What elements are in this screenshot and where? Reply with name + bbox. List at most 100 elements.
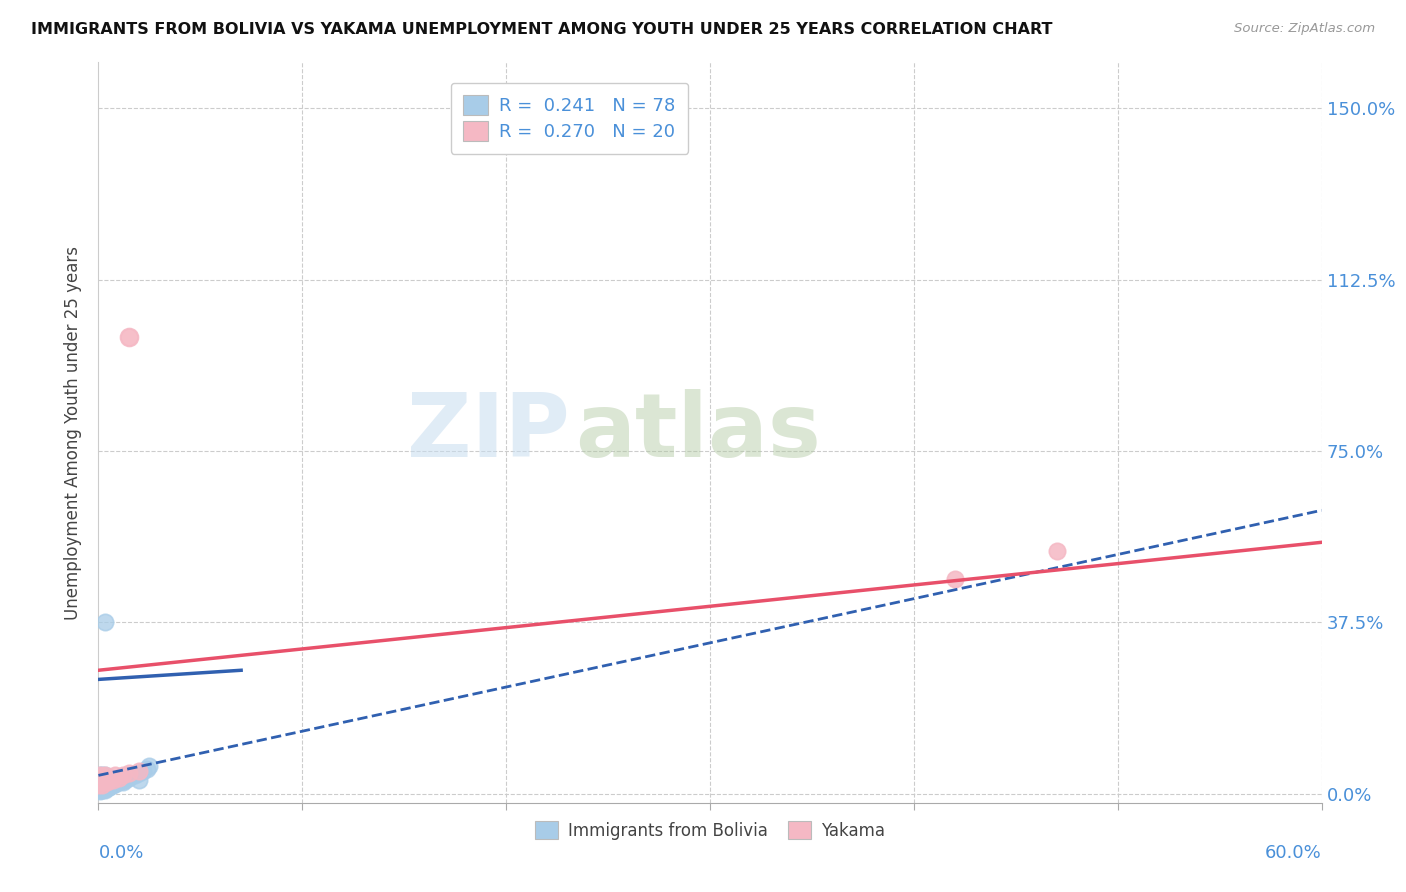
- Point: [91, 772, 114, 787]
- Text: ZIP: ZIP: [406, 389, 569, 476]
- Point: [111, 772, 134, 787]
- Point: [100, 775, 122, 789]
- Point: [136, 762, 159, 776]
- Point: [96, 775, 118, 789]
- Point: [96, 778, 118, 792]
- Point: [97, 771, 120, 785]
- Point: [87, 772, 110, 787]
- Point: [115, 771, 138, 785]
- Point: [89, 783, 111, 797]
- Point: [104, 772, 127, 787]
- Point: [100, 772, 122, 787]
- Point: [91, 783, 114, 797]
- Point: [118, 766, 141, 780]
- Point: [128, 766, 150, 780]
- Point: [114, 772, 136, 787]
- Legend: Immigrants from Bolivia, Yakama: Immigrants from Bolivia, Yakama: [524, 812, 896, 850]
- Point: [118, 771, 141, 785]
- Point: [118, 769, 141, 783]
- Point: [132, 764, 155, 778]
- Point: [105, 772, 128, 787]
- Point: [93, 772, 115, 787]
- Point: [97, 779, 120, 793]
- Text: Source: ZipAtlas.com: Source: ZipAtlas.com: [1234, 22, 1375, 36]
- Point: [93, 782, 115, 797]
- Point: [100, 778, 122, 792]
- Point: [91, 768, 114, 782]
- Text: 0.0%: 0.0%: [98, 844, 143, 862]
- Point: [100, 771, 122, 785]
- Point: [89, 782, 111, 797]
- Point: [101, 772, 124, 787]
- Point: [108, 772, 131, 787]
- Point: [97, 780, 120, 794]
- Point: [104, 768, 127, 782]
- Text: 60.0%: 60.0%: [1265, 844, 1322, 862]
- Point: [96, 780, 118, 794]
- Point: [91, 775, 114, 789]
- Point: [93, 775, 115, 789]
- Point: [101, 772, 124, 787]
- Point: [111, 768, 134, 782]
- Point: [110, 772, 132, 787]
- Point: [1045, 544, 1069, 558]
- Point: [93, 781, 115, 796]
- Text: IMMIGRANTS FROM BOLIVIA VS YAKAMA UNEMPLOYMENT AMONG YOUTH UNDER 25 YEARS CORREL: IMMIGRANTS FROM BOLIVIA VS YAKAMA UNEMPL…: [31, 22, 1053, 37]
- Point: [87, 771, 110, 785]
- Point: [101, 778, 124, 792]
- Point: [93, 768, 115, 782]
- Point: [91, 780, 114, 794]
- Point: [104, 775, 127, 789]
- Point: [93, 780, 115, 794]
- Point: [120, 768, 142, 782]
- Point: [943, 572, 966, 586]
- Point: [108, 771, 131, 785]
- Point: [93, 783, 115, 797]
- Point: [87, 778, 110, 792]
- Point: [108, 771, 131, 785]
- Point: [97, 780, 120, 794]
- Point: [101, 776, 124, 790]
- Point: [87, 782, 110, 797]
- Point: [118, 329, 141, 343]
- Y-axis label: Unemployment Among Youth under 25 years: Unemployment Among Youth under 25 years: [65, 245, 83, 620]
- Point: [93, 775, 115, 789]
- Point: [93, 615, 115, 630]
- Point: [96, 771, 118, 785]
- Point: [93, 768, 115, 782]
- Point: [104, 776, 127, 790]
- Point: [96, 772, 118, 787]
- Point: [91, 778, 114, 792]
- Point: [100, 779, 122, 793]
- Point: [89, 775, 111, 789]
- Point: [108, 775, 131, 789]
- Text: atlas: atlas: [575, 389, 821, 476]
- Point: [89, 780, 111, 794]
- Point: [97, 778, 120, 792]
- Point: [105, 775, 128, 789]
- Point: [87, 780, 110, 794]
- Point: [87, 775, 110, 789]
- Point: [97, 775, 120, 789]
- Point: [108, 773, 131, 788]
- Point: [91, 782, 114, 797]
- Point: [111, 775, 134, 789]
- Point: [89, 772, 111, 787]
- Point: [89, 768, 111, 782]
- Point: [110, 772, 132, 787]
- Point: [89, 784, 111, 798]
- Point: [96, 781, 118, 796]
- Point: [101, 775, 124, 789]
- Point: [89, 771, 111, 785]
- Point: [89, 778, 111, 792]
- Point: [105, 775, 128, 789]
- Point: [124, 768, 146, 782]
- Point: [124, 767, 146, 781]
- Point: [89, 775, 111, 789]
- Point: [93, 771, 115, 785]
- Point: [128, 772, 150, 787]
- Point: [91, 778, 114, 792]
- Point: [89, 768, 111, 782]
- Point: [96, 775, 118, 789]
- Point: [97, 772, 120, 787]
